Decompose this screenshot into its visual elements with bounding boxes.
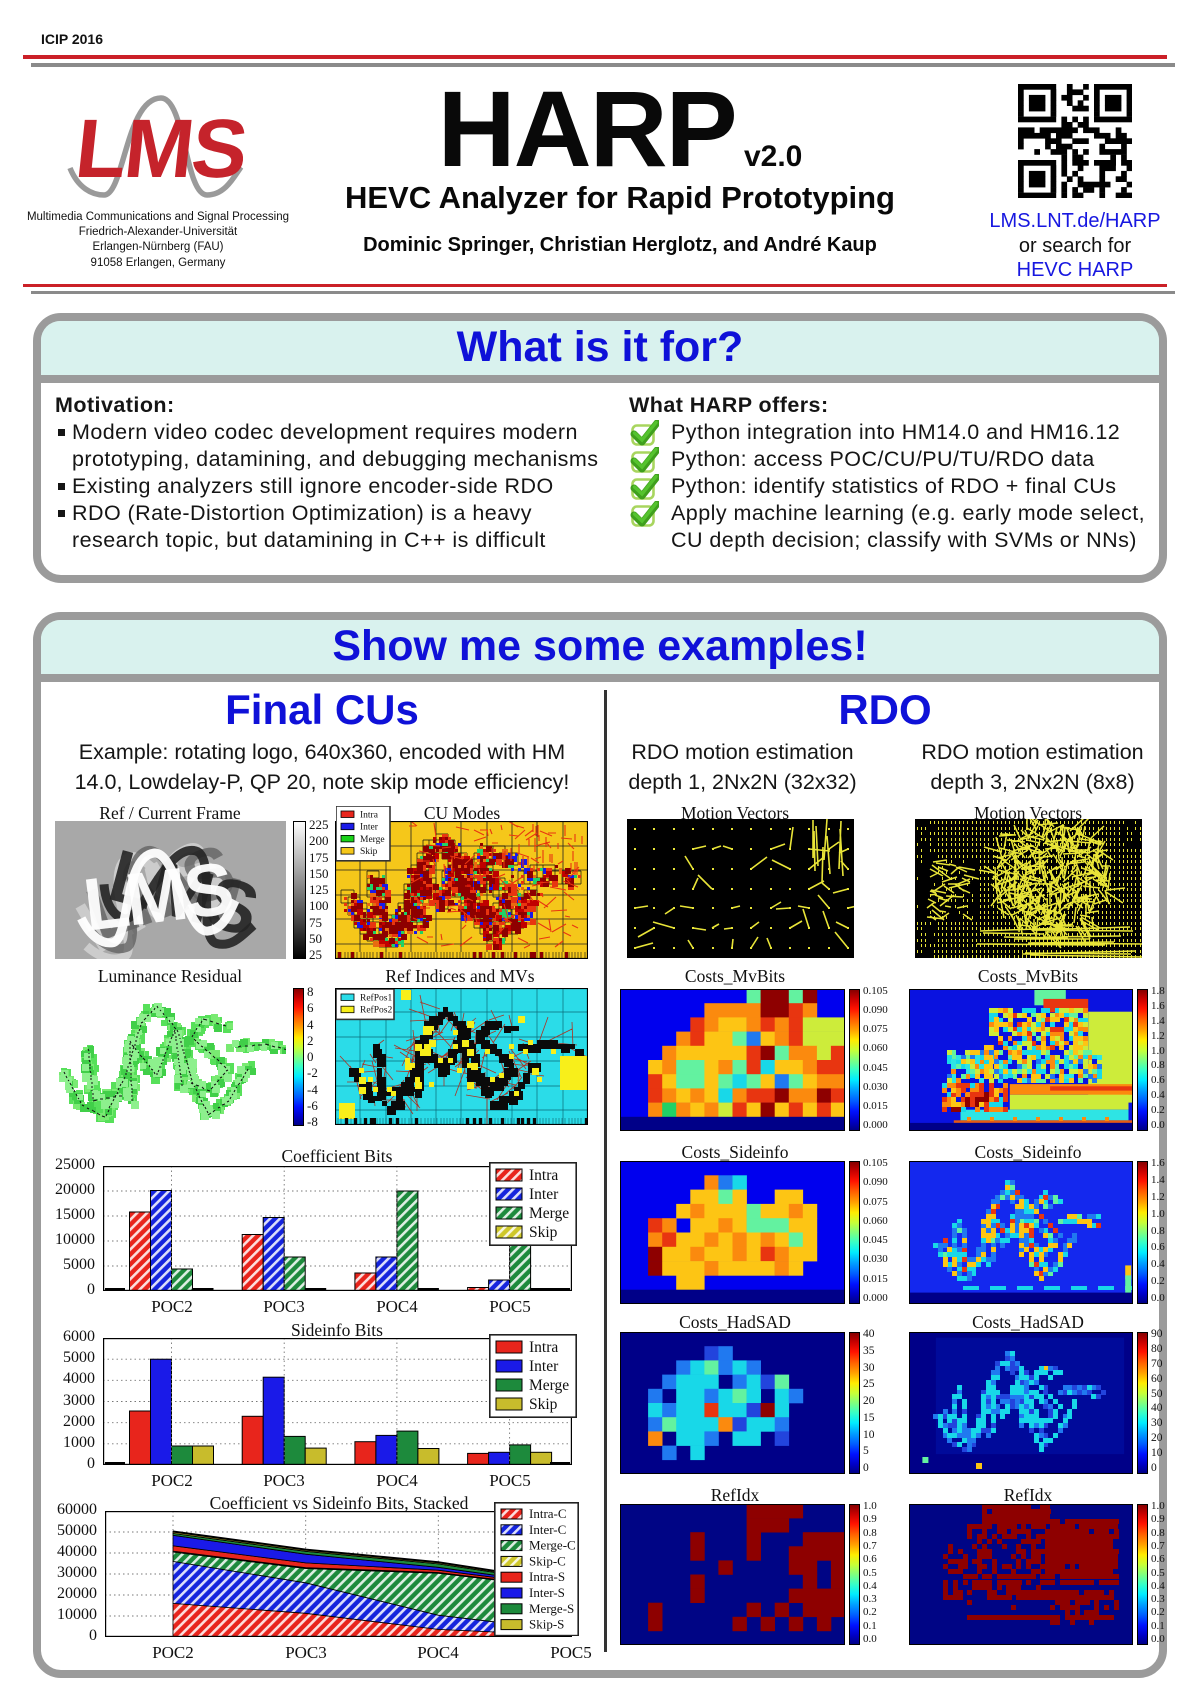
svg-text:Inter-C: Inter-C <box>529 1522 566 1537</box>
svg-text:LMS: LMS <box>71 102 250 195</box>
svg-text:Intra-S: Intra-S <box>529 1569 565 1584</box>
svg-text:Merge: Merge <box>360 835 385 845</box>
svg-text:Inter: Inter <box>529 1358 559 1375</box>
svg-text:RefPos2: RefPos2 <box>360 1005 392 1016</box>
svg-text:Intra: Intra <box>529 1167 558 1184</box>
svg-text:Merge: Merge <box>529 1377 569 1394</box>
svg-text:Intra: Intra <box>529 1339 558 1356</box>
svg-text:Inter: Inter <box>360 823 379 833</box>
svg-text:Inter-S: Inter-S <box>529 1585 565 1600</box>
svg-text:Skip: Skip <box>529 1396 558 1413</box>
svg-text:Intra: Intra <box>360 811 379 821</box>
svg-text:Skip: Skip <box>529 1224 558 1241</box>
svg-text:RefPos1: RefPos1 <box>360 993 392 1004</box>
svg-text:Merge: Merge <box>529 1205 569 1222</box>
svg-text:Skip: Skip <box>360 847 378 857</box>
svg-text:LMS: LMS <box>79 846 236 946</box>
svg-text:Merge-S: Merge-S <box>529 1601 574 1616</box>
svg-text:Skip-C: Skip-C <box>529 1553 566 1568</box>
svg-text:Intra-C: Intra-C <box>529 1506 567 1521</box>
svg-text:Skip-S: Skip-S <box>529 1617 564 1632</box>
svg-text:Merge-C: Merge-C <box>529 1538 576 1553</box>
svg-text:Inter: Inter <box>529 1186 559 1203</box>
